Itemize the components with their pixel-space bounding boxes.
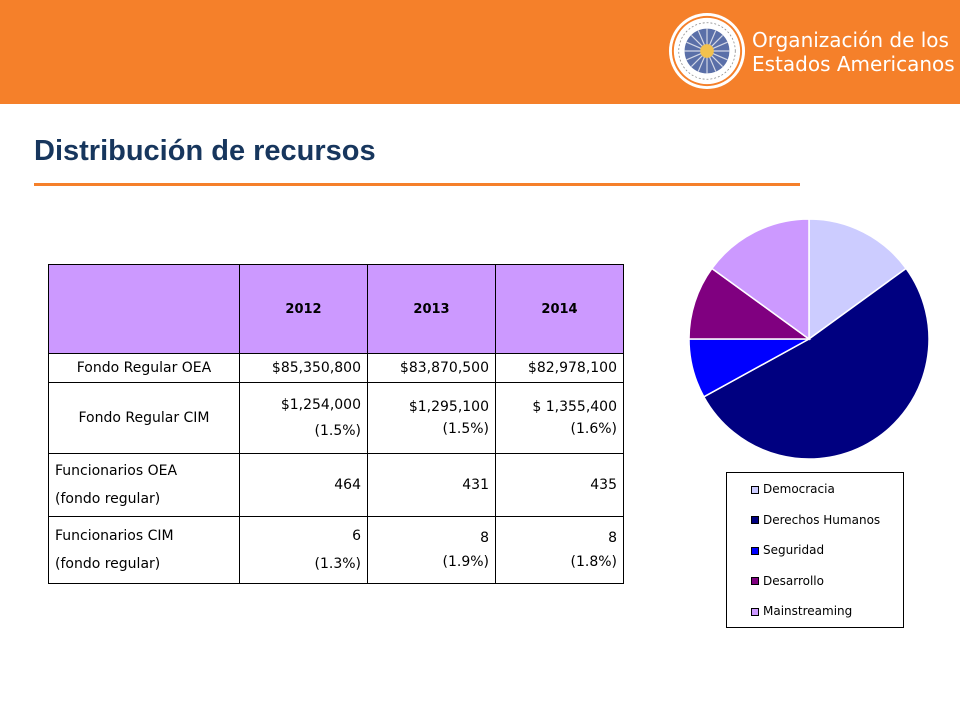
header-cell-2012: 2012 [239,264,368,354]
cell-value: 6 [352,528,361,544]
row-label-subtext: (fondo regular) [55,556,161,572]
cell-percent: (1.5%) [442,421,490,437]
header-cell-empty [48,264,240,354]
cell-percent: (1.3%) [314,556,362,572]
legend-swatch [751,577,759,585]
pie-slice-desarrollo [688,267,812,340]
row-label-subtext: (fondo regular) [55,491,161,507]
row-label: Fondo Regular CIM [48,382,240,454]
org-name-line-1: Organización de los [752,28,949,52]
row-label-text: Fondo Regular OEA [76,360,212,376]
row-label: Fondo Regular OEA [48,353,240,383]
cell-value: 464 [334,477,361,493]
legend-item: Seguridad [751,542,824,558]
cell-value: $1,295,100 [408,399,489,415]
page-title: Distribución de recursos [34,135,376,167]
table-cell: $1,295,100 (1.5%) [367,382,496,454]
table-cell: 8 (1.9%) [367,516,496,584]
pie-legend: Democracia Derechos Humanos Seguridad Desar… [726,472,904,628]
pie-slice-derechos-humanos [702,267,930,460]
legend-item: Democracia [751,481,835,497]
table-row: Funcionarios CIM (fondo regular) 6 (1.3%… [48,516,624,584]
table-row: Funcionarios OEA (fondo regular) 464 431… [48,453,624,517]
header-cell-2013: 2013 [367,264,496,354]
row-label-text: Funcionarios OEA [55,463,178,479]
organization-name: Organización de los Estados Americanos [752,28,955,76]
cell-value: 435 [590,477,617,493]
table-cell: 8 (1.8%) [495,516,624,584]
legend-label: Desarrollo [763,573,824,588]
title-underline [34,183,800,186]
row-label: Funcionarios CIM (fondo regular) [48,516,240,584]
table-header-row: 2012 2013 2014 [48,264,624,354]
cell-percent: (1.5%) [314,423,362,439]
legend-swatch [751,516,759,524]
oas-seal-icon [668,12,746,90]
legend-swatch [751,607,759,616]
pie-slice-mainstreaming [710,218,810,341]
header-cell-2014: 2014 [495,264,624,354]
legend-item: Derechos Humanos [751,512,880,528]
cell-percent: (1.9%) [442,554,490,570]
cell-value: $ 1,355,400 [532,399,617,415]
table-row: Fondo Regular OEA $85,350,800 $83,870,50… [48,353,624,383]
cell-value: $83,870,500 [399,360,489,376]
table-cell: $ 1,355,400 (1.6%) [495,382,624,454]
cell-percent: (1.6%) [570,421,618,437]
legend-item: Desarrollo [751,573,824,589]
table-cell: 464 [239,453,368,517]
table-cell: $83,870,500 [367,353,496,383]
table-row: Fondo Regular CIM $1,254,000 (1.5%) $1,2… [48,382,624,454]
cell-value: 431 [462,477,489,493]
legend-label: Mainstreaming [763,604,853,618]
header-bar: Organización de los Estados Americanos [0,0,960,104]
cell-value: $1,254,000 [280,397,361,413]
row-label: Funcionarios OEA (fondo regular) [48,453,240,517]
legend-swatch [751,485,759,494]
row-label-text: Fondo Regular CIM [78,410,210,426]
cell-value: 8 [480,530,489,546]
resource-distribution-table: 2012 2013 2014 Fondo Regular OEA $85,350… [48,264,624,584]
cell-value: $82,978,100 [527,360,617,376]
table-cell: 431 [367,453,496,517]
cell-percent: (1.8%) [570,554,618,570]
legend-item: Mainstreaming [751,603,852,619]
pie-chart [688,218,930,460]
row-label-text: Funcionarios CIM [55,528,174,544]
legend-label: Seguridad [763,543,825,557]
table-cell: $82,978,100 [495,353,624,383]
cell-value: 8 [608,530,617,546]
org-name-line-2: Estados Americanos [752,52,955,76]
legend-label: Derechos Humanos [763,512,881,527]
pie-slice-democracia [808,218,908,341]
cell-value: $85,350,800 [271,360,361,376]
table-cell: 6 (1.3%) [239,516,368,584]
legend-label: Democracia [763,482,835,496]
table-cell: 435 [495,453,624,517]
table-cell: $85,350,800 [239,353,368,383]
legend-swatch [751,546,759,555]
table-cell: $1,254,000 (1.5%) [239,382,368,454]
